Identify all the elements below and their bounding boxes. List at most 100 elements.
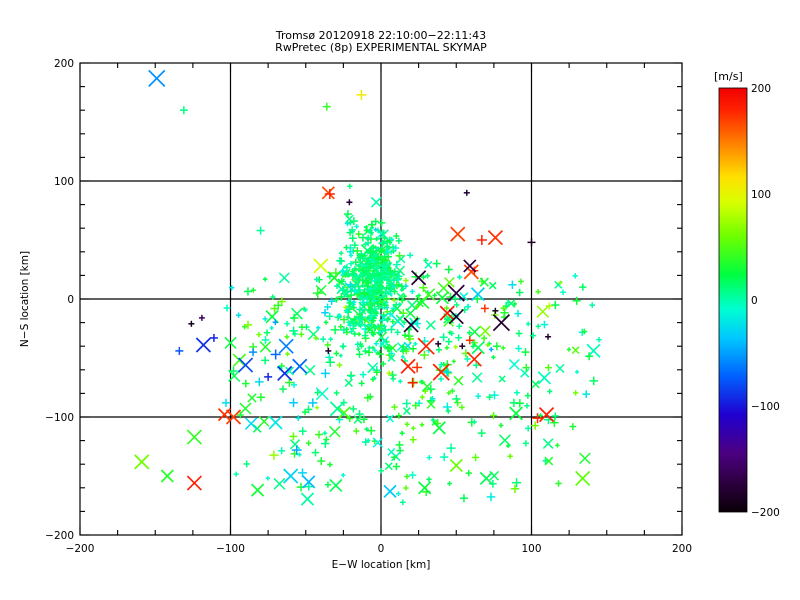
- data-point: [463, 264, 479, 280]
- data-point: [463, 259, 477, 273]
- data-point: [492, 307, 499, 314]
- data-point: [346, 320, 351, 325]
- data-point: [396, 491, 401, 497]
- data-point: [356, 286, 364, 294]
- data-point: [420, 274, 426, 280]
- data-point: [417, 337, 435, 355]
- data-point: [479, 277, 489, 287]
- data-point: [378, 273, 387, 282]
- data-point: [465, 304, 471, 310]
- data-point: [391, 268, 399, 275]
- data-point: [384, 270, 393, 279]
- data-point: [380, 360, 387, 367]
- data-point: [352, 331, 358, 337]
- data-point: [465, 469, 472, 477]
- data-point: [179, 106, 188, 115]
- data-point: [390, 375, 397, 382]
- data-point: [383, 248, 389, 255]
- data-point: [305, 440, 312, 447]
- data-point: [265, 309, 279, 324]
- data-point: [435, 291, 450, 305]
- data-point: [346, 290, 356, 300]
- data-point: [327, 297, 336, 305]
- data-point: [367, 302, 373, 308]
- data-point: [500, 345, 506, 351]
- data-point: [451, 294, 460, 303]
- data-point: [290, 381, 298, 388]
- data-point: [384, 462, 393, 471]
- data-point: [378, 467, 384, 474]
- figure-title-line2: RwPretec (8p) EXPERIMENTAL SKYMAP: [275, 41, 487, 54]
- data-point: [551, 300, 560, 310]
- data-point: [425, 273, 431, 279]
- data-point: [311, 448, 320, 457]
- data-point: [349, 217, 358, 226]
- data-point: [289, 313, 299, 323]
- data-point: [329, 478, 343, 493]
- data-point: [555, 443, 560, 448]
- data-point: [432, 293, 437, 298]
- data-point: [444, 345, 450, 351]
- data-point: [298, 427, 307, 436]
- data-point: [571, 346, 580, 355]
- data-point: [324, 188, 335, 199]
- colorbar-frame: [718, 87, 748, 513]
- data-point: [346, 414, 354, 423]
- data-point: [447, 284, 465, 302]
- data-point: [542, 438, 554, 449]
- data-point: [315, 430, 323, 439]
- data-point: [377, 284, 385, 293]
- data-point: [421, 381, 433, 392]
- data-point: [346, 299, 354, 307]
- data-point: [498, 423, 504, 428]
- data-point: [480, 304, 489, 313]
- data-point: [372, 269, 381, 278]
- data-point: [315, 387, 329, 401]
- data-point: [387, 281, 395, 288]
- data-point: [572, 273, 578, 279]
- data-point: [324, 341, 332, 349]
- data-point: [596, 336, 602, 343]
- data-point: [511, 478, 522, 488]
- data-point: [284, 320, 290, 327]
- data-point: [544, 364, 552, 372]
- data-point: [391, 288, 398, 295]
- data-point: [445, 338, 453, 346]
- data-point: [531, 380, 540, 389]
- data-point: [388, 240, 393, 245]
- data-point: [361, 266, 370, 275]
- data-point: [445, 408, 451, 414]
- data-point: [270, 294, 276, 300]
- data-point: [400, 348, 405, 352]
- data-point: [392, 244, 400, 252]
- data-point: [265, 476, 270, 481]
- data-point: [448, 309, 464, 325]
- colorbar-tick-labels: 200 100 0 −100 −200: [751, 83, 780, 519]
- data-point: [560, 289, 566, 296]
- data-point: [368, 229, 374, 236]
- data-point: [369, 286, 378, 295]
- data-point: [343, 304, 349, 310]
- data-point: [518, 278, 524, 285]
- data-point: [272, 319, 279, 326]
- data-point: [228, 369, 241, 383]
- data-point: [527, 238, 536, 247]
- data-point: [358, 380, 365, 387]
- data-point: [419, 422, 425, 427]
- data-point: [326, 273, 333, 280]
- data-point: [487, 230, 503, 246]
- data-point: [476, 235, 487, 245]
- data-point: [313, 258, 329, 274]
- data-point: [351, 241, 359, 249]
- data-point: [325, 353, 334, 362]
- data-point: [324, 303, 331, 311]
- data-point: [320, 368, 330, 378]
- data-point: [383, 484, 397, 498]
- data-point: [453, 398, 462, 407]
- data-point: [508, 280, 517, 289]
- data-point: [345, 315, 351, 320]
- data-point: [486, 492, 496, 502]
- data-point: [188, 320, 195, 327]
- data-point: [254, 377, 264, 387]
